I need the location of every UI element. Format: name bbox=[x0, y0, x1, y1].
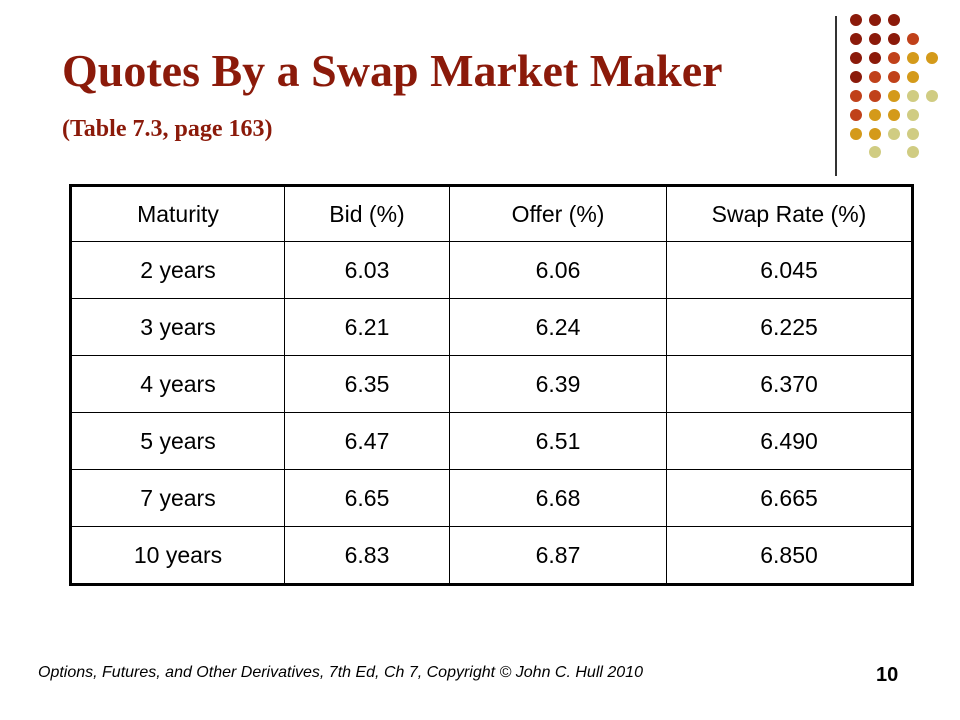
cell-maturity: 4 years bbox=[70, 355, 285, 413]
cell-offer: 6.06 bbox=[449, 241, 667, 299]
cell-bid: 6.47 bbox=[284, 412, 450, 470]
col-header-maturity: Maturity bbox=[70, 185, 285, 242]
cell-maturity: 10 years bbox=[70, 526, 285, 585]
table-row: 7 years 6.65 6.68 6.665 bbox=[70, 469, 913, 527]
copyright-footer: Options, Futures, and Other Derivatives,… bbox=[38, 664, 643, 681]
cell-maturity: 2 years bbox=[70, 241, 285, 299]
table-row: 2 years 6.03 6.06 6.045 bbox=[70, 241, 913, 299]
cell-offer: 6.87 bbox=[449, 526, 667, 585]
cell-swap-rate: 6.045 bbox=[666, 241, 913, 299]
cell-offer: 6.39 bbox=[449, 355, 667, 413]
slide-title: Quotes By a Swap Market Maker bbox=[62, 45, 723, 96]
vertical-divider bbox=[835, 16, 837, 176]
cell-bid: 6.03 bbox=[284, 241, 450, 299]
cell-maturity: 3 years bbox=[70, 298, 285, 356]
table-row: 4 years 6.35 6.39 6.370 bbox=[70, 355, 913, 413]
cell-swap-rate: 6.490 bbox=[666, 412, 913, 470]
table-row: 3 years 6.21 6.24 6.225 bbox=[70, 298, 913, 356]
cell-maturity: 5 years bbox=[70, 412, 285, 470]
decorative-dot-grid bbox=[850, 14, 938, 158]
cell-swap-rate: 6.370 bbox=[666, 355, 913, 413]
table-header-row: Maturity Bid (%) Offer (%) Swap Rate (%) bbox=[70, 185, 913, 242]
cell-offer: 6.51 bbox=[449, 412, 667, 470]
cell-maturity: 7 years bbox=[70, 469, 285, 527]
col-header-swap-rate: Swap Rate (%) bbox=[666, 185, 913, 242]
cell-bid: 6.35 bbox=[284, 355, 450, 413]
col-header-offer: Offer (%) bbox=[449, 185, 667, 242]
page-number: 10 bbox=[876, 664, 899, 686]
cell-swap-rate: 6.665 bbox=[666, 469, 913, 527]
slide-subtitle: (Table 7.3, page 163) bbox=[62, 116, 273, 142]
cell-bid: 6.65 bbox=[284, 469, 450, 527]
cell-offer: 6.68 bbox=[449, 469, 667, 527]
cell-bid: 6.21 bbox=[284, 298, 450, 356]
col-header-bid: Bid (%) bbox=[284, 185, 450, 242]
swap-quotes-table: Maturity Bid (%) Offer (%) Swap Rate (%)… bbox=[69, 184, 914, 586]
cell-swap-rate: 6.850 bbox=[666, 526, 913, 585]
table-row: 10 years 6.83 6.87 6.850 bbox=[70, 526, 913, 585]
table-row: 5 years 6.47 6.51 6.490 bbox=[70, 412, 913, 470]
cell-offer: 6.24 bbox=[449, 298, 667, 356]
cell-swap-rate: 6.225 bbox=[666, 298, 913, 356]
cell-bid: 6.83 bbox=[284, 526, 450, 585]
